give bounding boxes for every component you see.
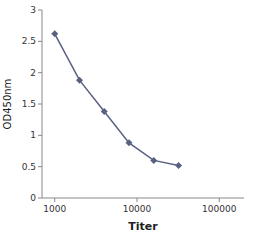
y-tick-label: 0 xyxy=(30,193,36,203)
y-tick xyxy=(38,198,42,199)
plot-area xyxy=(51,30,182,169)
y-tick-label: 1.5 xyxy=(22,99,36,109)
x-tick-label: 100000 xyxy=(202,204,237,214)
data-point xyxy=(150,157,157,164)
y-tick xyxy=(38,10,42,11)
y-tick-label: 3 xyxy=(30,5,36,15)
y-tick-label: 2.5 xyxy=(22,36,36,46)
x-tick-label: 10000 xyxy=(123,204,152,214)
x-axis-label: Titer xyxy=(128,220,158,233)
y-tick xyxy=(38,135,42,136)
chart-container: 1000 10000 100000 0 0.5 1 1.5 2 2.5 3 Titer OD450nm xyxy=(0,0,256,236)
y-axis-label: OD450nm xyxy=(2,79,13,130)
y-tick-label: 2 xyxy=(30,68,36,78)
x-tick xyxy=(54,198,55,202)
data-point xyxy=(101,108,108,115)
data-line xyxy=(55,34,179,166)
y-tick-label: 0.5 xyxy=(22,162,36,172)
x-tick xyxy=(136,198,137,202)
y-tick xyxy=(38,72,42,73)
x-tick-label: 1000 xyxy=(43,204,66,214)
y-tick-label: 1 xyxy=(30,130,36,140)
data-point xyxy=(76,77,83,84)
x-axis-line xyxy=(42,198,244,199)
data-point xyxy=(126,139,133,146)
chart-svg: 1000 10000 100000 0 0.5 1 1.5 2 2.5 3 Titer OD450nm xyxy=(0,0,256,236)
y-tick xyxy=(38,104,42,105)
y-tick xyxy=(38,41,42,42)
x-tick xyxy=(219,198,220,202)
y-tick xyxy=(38,166,42,167)
data-point xyxy=(175,162,182,169)
data-point xyxy=(51,30,58,37)
